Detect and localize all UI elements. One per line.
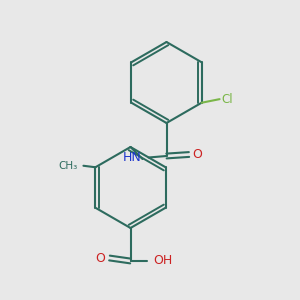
Text: O: O	[193, 148, 202, 161]
Text: O: O	[96, 251, 106, 265]
Text: Cl: Cl	[221, 93, 233, 106]
Text: CH₃: CH₃	[58, 161, 77, 171]
Text: OH: OH	[153, 254, 172, 268]
Text: HN: HN	[122, 151, 141, 164]
